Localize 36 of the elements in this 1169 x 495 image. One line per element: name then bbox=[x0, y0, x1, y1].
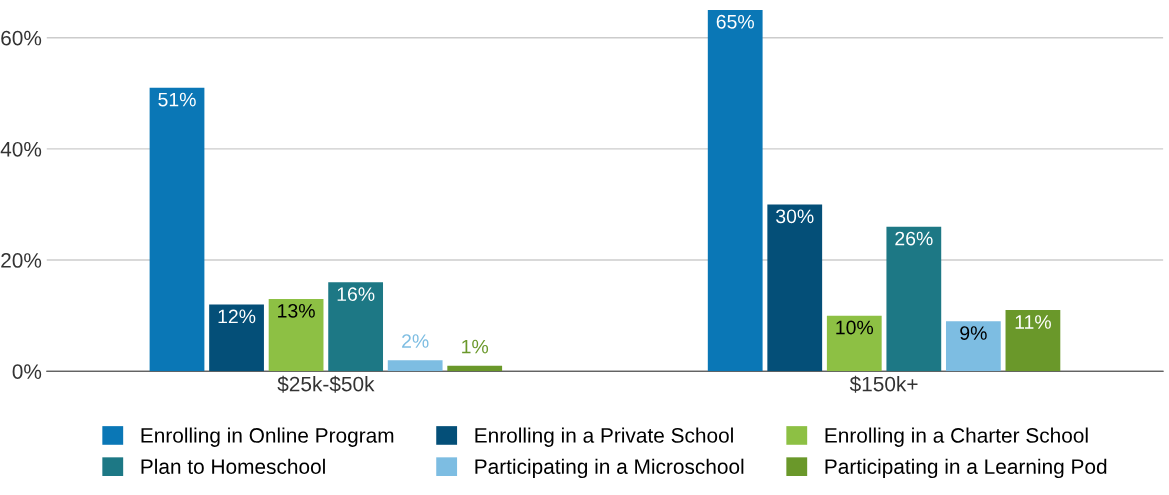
legend-label: Participating in a Microschool bbox=[475, 458, 744, 479]
bar bbox=[447, 365, 503, 372]
data-label: 30% bbox=[776, 209, 814, 224]
bar bbox=[886, 226, 942, 372]
bar bbox=[209, 304, 264, 372]
bar bbox=[387, 360, 443, 372]
data-label: 13% bbox=[278, 303, 315, 318]
bar bbox=[149, 87, 205, 372]
bar bbox=[767, 204, 823, 372]
legend-label: Participating in a Learning Pod bbox=[825, 458, 1107, 479]
data-label: 11% bbox=[1015, 315, 1051, 329]
data-label: 2% bbox=[402, 334, 429, 348]
data-label: 10% bbox=[836, 320, 874, 335]
data-label: 1% bbox=[462, 339, 489, 354]
data-label: 16% bbox=[337, 287, 375, 302]
legend-label: Enrolling in Online Program bbox=[141, 427, 394, 447]
legend-label: Enrolling in a Private School bbox=[475, 427, 733, 447]
x-tick-label: $25k-$50k bbox=[277, 375, 375, 393]
bar bbox=[328, 282, 384, 372]
y-tick-label: 60% bbox=[1, 30, 42, 46]
bar bbox=[268, 298, 324, 372]
y-tick-label: 0% bbox=[12, 364, 42, 379]
data-label: 26% bbox=[895, 231, 933, 246]
data-label: 12% bbox=[218, 309, 256, 324]
legend-label: Enrolling in a Charter School bbox=[825, 427, 1088, 447]
x-tick-label: $150k+ bbox=[849, 375, 918, 393]
y-tick-label: 40% bbox=[0, 141, 42, 157]
y-tick-label: 20% bbox=[1, 253, 42, 268]
bar bbox=[826, 315, 882, 372]
bar bbox=[945, 321, 1001, 372]
data-label: 51% bbox=[158, 92, 196, 107]
data-label: 65% bbox=[716, 14, 754, 29]
data-label: 9% bbox=[960, 326, 987, 340]
legend-label: Plan to Homeschool bbox=[141, 458, 325, 474]
bar bbox=[707, 9, 763, 372]
bar bbox=[1005, 310, 1061, 372]
